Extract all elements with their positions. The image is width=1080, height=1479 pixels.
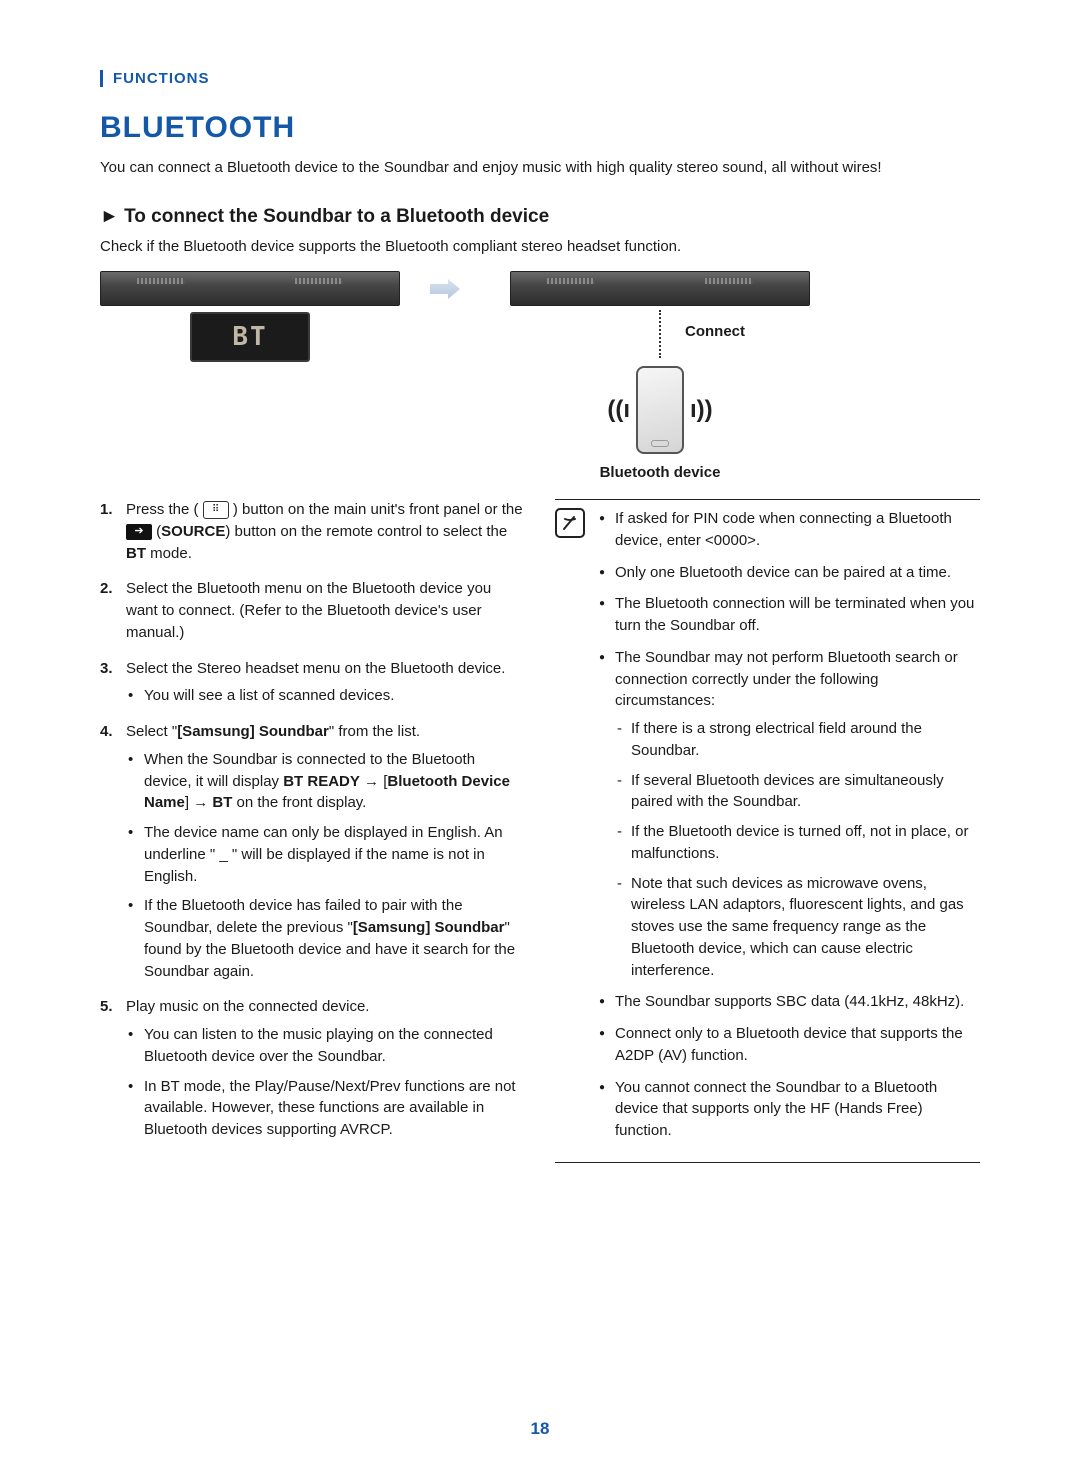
list-item: You cannot connect the Soundbar to a Blu…	[597, 1077, 980, 1142]
radio-wave-right-icon: ı))	[690, 396, 713, 424]
step-text: ] →	[185, 794, 213, 811]
list-item: If the Bluetooth device has failed to pa…	[126, 895, 525, 982]
bt-display-icon: BT	[190, 312, 310, 362]
bt-ready-label: BT READY	[283, 773, 360, 790]
steps-list: Press the ( ⠿ ) button on the main unit'…	[100, 499, 525, 1141]
bt-display-text: BT	[232, 322, 267, 352]
step-text: mode.	[146, 545, 192, 562]
step-3: Select the Stereo headset menu on the Bl…	[100, 658, 525, 708]
step-text: on the front display.	[232, 794, 366, 811]
section-heading: ► To connect the Soundbar to a Bluetooth…	[100, 206, 980, 228]
list-item: Connect only to a Bluetooth device that …	[597, 1023, 980, 1067]
intro-text: You can connect a Bluetooth device to th…	[100, 159, 980, 176]
list-item: When the Soundbar is connected to the Bl…	[126, 749, 525, 814]
bt-device-label: Bluetooth device	[600, 464, 721, 481]
page-title: BLUETOOTH	[100, 111, 980, 145]
list-item: The device name can only be displayed in…	[126, 822, 525, 887]
dotted-connection-icon	[659, 310, 661, 358]
step-5: Play music on the connected device. You …	[100, 996, 525, 1141]
arrow-right-icon	[430, 279, 460, 299]
step-text: → [	[360, 773, 388, 790]
step-text: " from the list.	[329, 723, 420, 740]
step-2: Select the Bluetooth menu on the Bluetoo…	[100, 578, 525, 643]
diagram-right: Connect ((ı ı)) Bluetooth device	[490, 271, 830, 481]
list-item: If several Bluetooth devices are simulta…	[615, 770, 980, 814]
list-item: If the Bluetooth device is turned off, n…	[615, 821, 980, 865]
list-item: The Soundbar may not perform Bluetooth s…	[597, 647, 980, 982]
samsung-soundbar-label: [Samsung] Soundbar	[177, 723, 329, 740]
diagram-left: BT	[100, 271, 400, 362]
phone-icon	[636, 366, 684, 454]
diagram: BT Connect ((ı ı)) Bluetooth device	[100, 271, 980, 481]
list-item: If asked for PIN code when connecting a …	[597, 508, 980, 552]
panel-button-icon: ⠿	[203, 501, 229, 519]
check-line: Check if the Bluetooth device supports t…	[100, 238, 980, 255]
list-item: If there is a strong electrical field ar…	[615, 718, 980, 762]
list-item: The Soundbar supports SBC data (44.1kHz,…	[597, 991, 980, 1013]
list-item: Only one Bluetooth device can be paired …	[597, 562, 980, 584]
step-text: Select "	[126, 723, 177, 740]
note-icon	[555, 508, 585, 538]
list-item: You will see a list of scanned devices.	[126, 685, 525, 707]
page-number: 18	[0, 1419, 1080, 1439]
list-item: The Bluetooth connection will be termina…	[597, 593, 980, 637]
functions-label: FUNCTIONS	[100, 70, 980, 87]
step-text: Select the Stereo headset menu on the Bl…	[126, 660, 505, 677]
right-column: If asked for PIN code when connecting a …	[555, 499, 980, 1163]
source-label: SOURCE	[161, 523, 225, 540]
bt-label: BT	[212, 794, 232, 811]
step-4: Select "[Samsung] Soundbar" from the lis…	[100, 721, 525, 982]
left-column: Press the ( ⠿ ) button on the main unit'…	[100, 499, 525, 1163]
soundbar-icon	[510, 271, 810, 306]
step-text: Play music on the connected device.	[126, 998, 369, 1015]
radio-wave-left-icon: ((ı	[607, 396, 630, 424]
soundbar-icon	[100, 271, 400, 306]
connect-label: Connect	[685, 323, 745, 340]
content-columns: Press the ( ⠿ ) button on the main unit'…	[100, 499, 980, 1163]
note-content: If asked for PIN code when connecting a …	[597, 508, 980, 1152]
step-text: (	[152, 523, 161, 540]
list-item: In BT mode, the Play/Pause/Next/Prev fun…	[126, 1076, 525, 1141]
note-text: The Soundbar may not perform Bluetooth s…	[615, 649, 958, 710]
step-text: ) button on the main unit's front panel …	[229, 501, 523, 518]
step-text: Press the (	[126, 501, 203, 518]
note-box: If asked for PIN code when connecting a …	[555, 499, 980, 1163]
list-item: You can listen to the music playing on t…	[126, 1024, 525, 1068]
list-item: Note that such devices as microwave oven…	[615, 873, 980, 982]
step-1: Press the ( ⠿ ) button on the main unit'…	[100, 499, 525, 564]
samsung-soundbar-label: [Samsung] Soundbar	[353, 919, 505, 936]
bt-label: BT	[126, 545, 146, 562]
source-button-icon: ➔	[126, 524, 152, 540]
step-text: ) button on the remote control to select…	[225, 523, 507, 540]
